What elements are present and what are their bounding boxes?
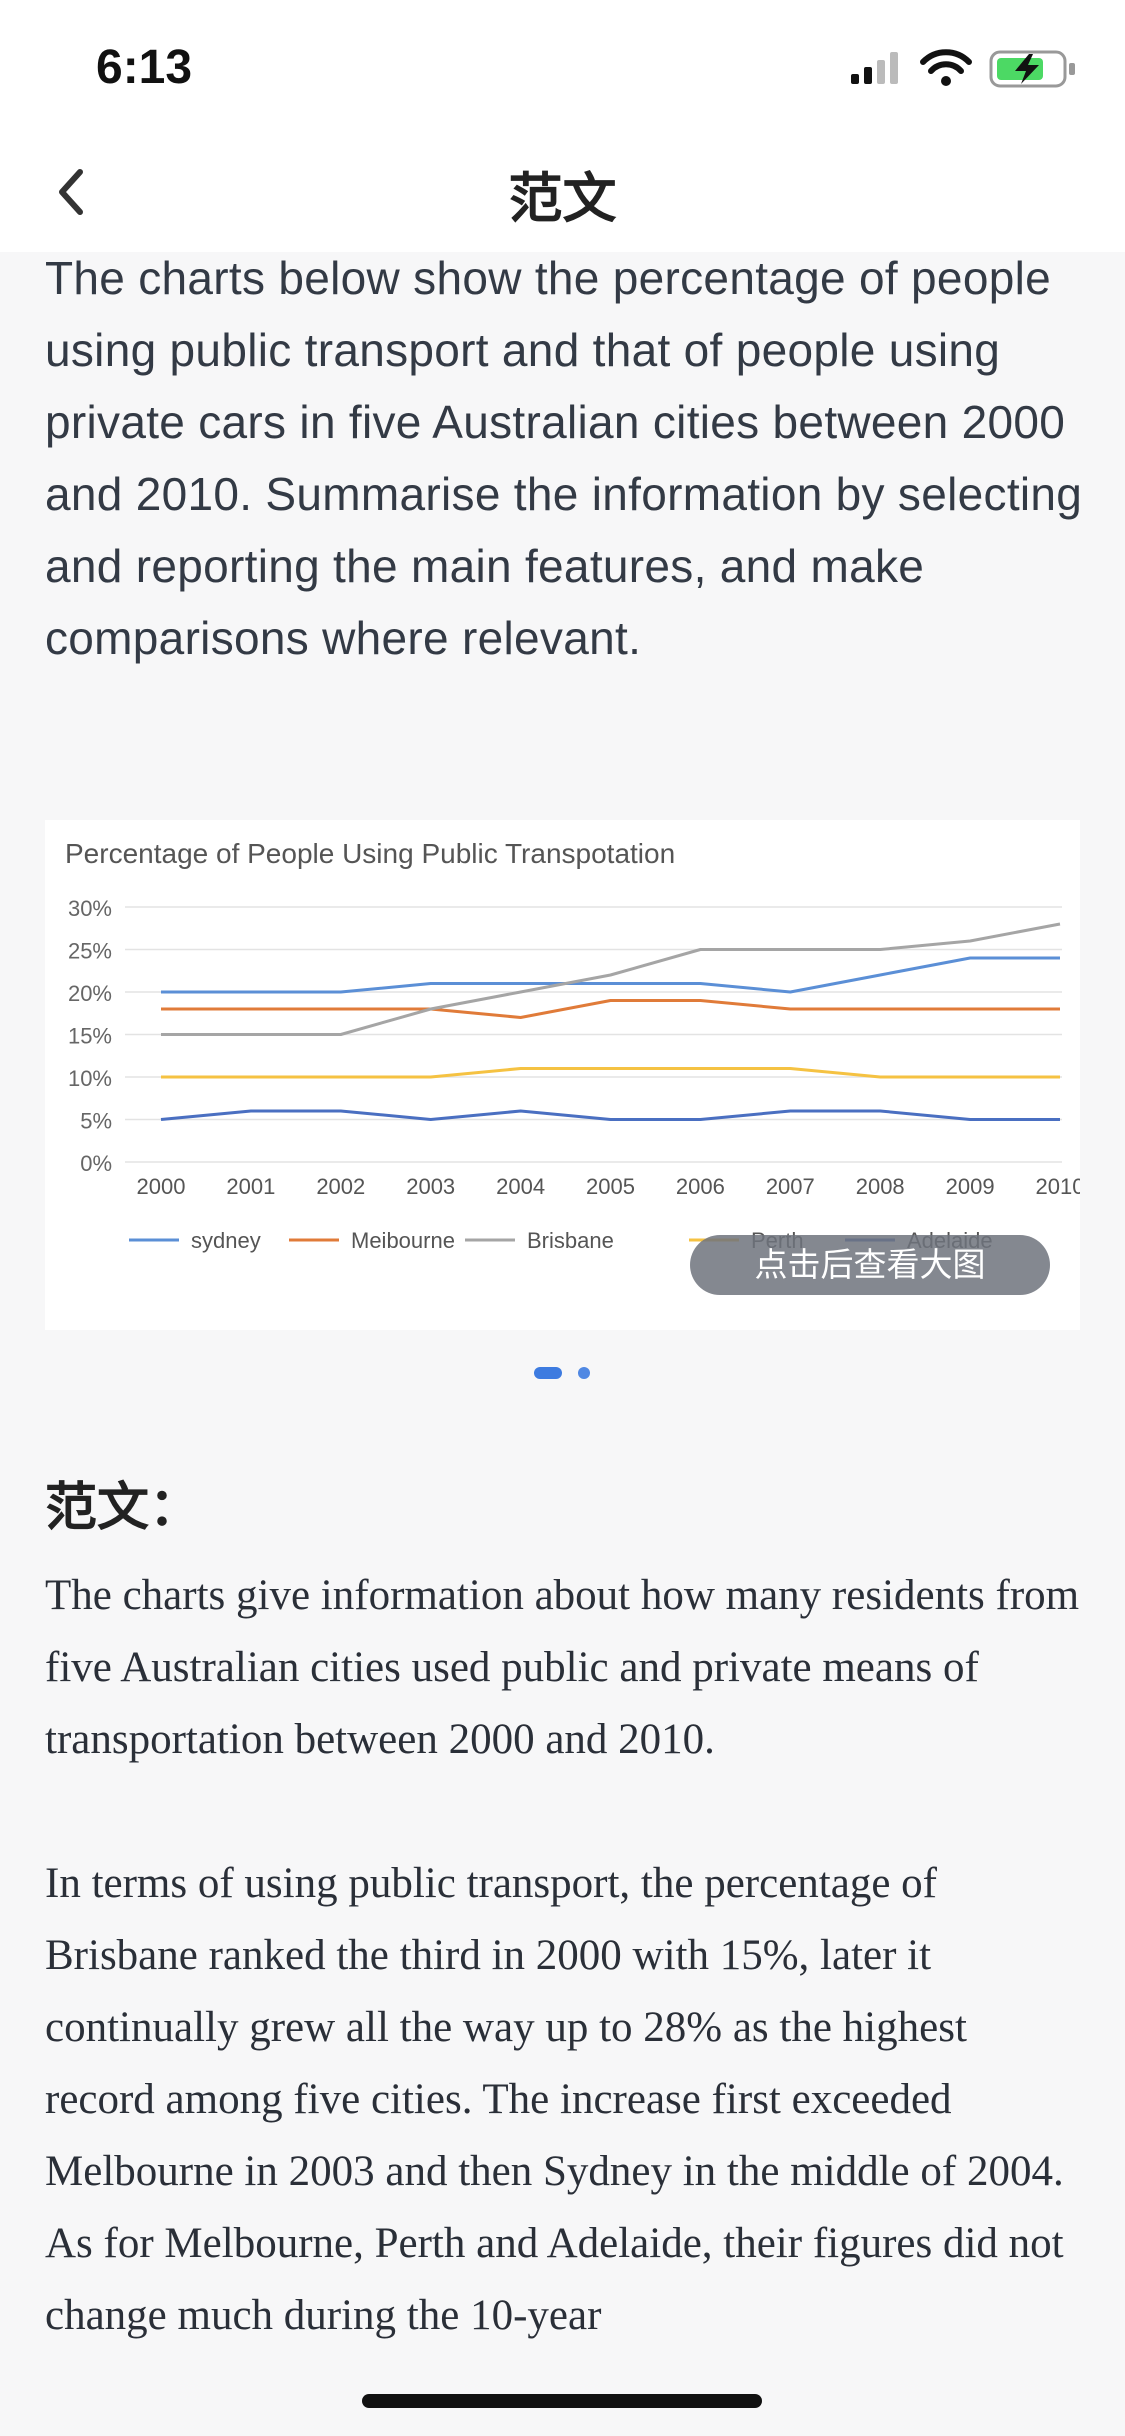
task-prompt: The charts below show the percentage of … (45, 252, 1083, 664)
chart-title: Percentage of People Using Public Transp… (65, 838, 676, 869)
legend-label: sydney (191, 1228, 261, 1253)
x-tick-label: 2003 (406, 1174, 455, 1199)
pager-dot[interactable] (578, 1367, 590, 1379)
essay-body: The charts give information about how ma… (45, 1560, 1085, 2424)
x-tick-label: 2006 (676, 1174, 725, 1199)
status-time: 6:13 (96, 41, 193, 94)
x-tick-label: 2008 (856, 1174, 905, 1199)
status-bar: 6:13 (0, 0, 1125, 132)
back-chevron-icon[interactable] (40, 152, 120, 232)
pager-dot-active[interactable] (534, 1367, 562, 1379)
page-title: 范文 (508, 167, 617, 230)
x-tick-label: 2005 (586, 1174, 635, 1199)
essay-heading: 范文： (45, 1478, 202, 1538)
series-line-meibourne (161, 999, 1060, 1019)
series-line-perth (161, 1067, 1060, 1079)
series-line-sydney (161, 956, 1060, 994)
nav-bar: 范文 (0, 132, 1125, 252)
x-tick-label: 2010 (1036, 1174, 1080, 1199)
y-tick-label: 30% (68, 896, 112, 921)
x-tick-label: 2000 (137, 1174, 186, 1199)
x-tick-label: 2007 (766, 1174, 815, 1199)
y-tick-label: 10% (68, 1066, 112, 1091)
x-tick-label: 2009 (946, 1174, 995, 1199)
series-line-brisbane (161, 922, 1061, 1036)
legend-label: Brisbane (527, 1228, 614, 1253)
series-line-adelaide (160, 1109, 1060, 1121)
status-icons (851, 49, 1075, 88)
x-tick-label: 2004 (496, 1174, 545, 1199)
y-tick-label: 0% (80, 1151, 112, 1176)
y-tick-label: 20% (68, 981, 112, 1006)
y-tick-label: 25% (68, 939, 112, 964)
x-tick-label: 2002 (316, 1174, 365, 1199)
legend-label: Meibourne (351, 1228, 455, 1253)
view-large-image-button[interactable]: 点击后查看大图 (690, 1235, 1050, 1295)
battery-charging-icon (989, 50, 1075, 88)
y-tick-label: 5% (80, 1109, 112, 1134)
y-tick-label: 15% (68, 1024, 112, 1049)
cellular-signal-icon (851, 52, 898, 84)
essay-paragraph: In terms of using public transport, the … (45, 1860, 1064, 2339)
home-indicator (362, 2394, 762, 2408)
x-tick-label: 2001 (226, 1174, 275, 1199)
essay-paragraph: The charts give information about how ma… (45, 1572, 1080, 1763)
chart-card[interactable]: 0% 5% 10% 15% 20% 25% 30% 2000 2001 2002 2003 2004 2… (45, 820, 1080, 1330)
wifi-icon (920, 49, 972, 86)
